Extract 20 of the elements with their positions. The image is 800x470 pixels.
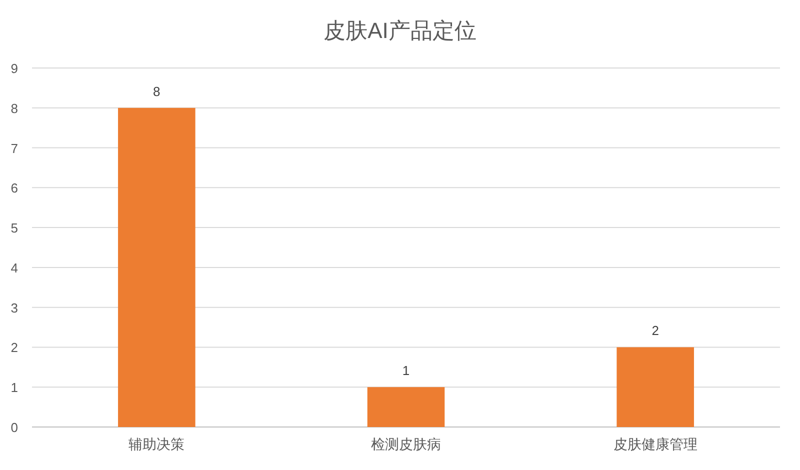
bar (616, 347, 694, 427)
bar (118, 108, 196, 427)
data-label: 2 (652, 323, 659, 338)
y-tick-label: 5 (10, 220, 18, 236)
x-tick-label: 检测皮肤病 (371, 436, 441, 452)
x-tick-label: 皮肤健康管理 (613, 436, 698, 452)
y-tick-label: 0 (10, 420, 18, 435)
y-tick-label: 7 (10, 140, 18, 156)
data-label: 8 (153, 84, 160, 99)
x-tick-label: 辅助决策 (128, 436, 185, 452)
data-label: 1 (402, 363, 410, 378)
y-tick-label: 9 (10, 61, 18, 76)
y-tick-label: 1 (10, 380, 18, 396)
chart-title: 皮肤AI产品定位 (324, 18, 476, 43)
y-tick-label: 4 (10, 260, 18, 276)
y-tick-label: 8 (10, 100, 18, 116)
y-tick-label: 2 (10, 340, 18, 356)
y-tick-label: 6 (10, 180, 18, 196)
y-tick-label: 3 (10, 300, 18, 316)
bar (367, 387, 445, 427)
